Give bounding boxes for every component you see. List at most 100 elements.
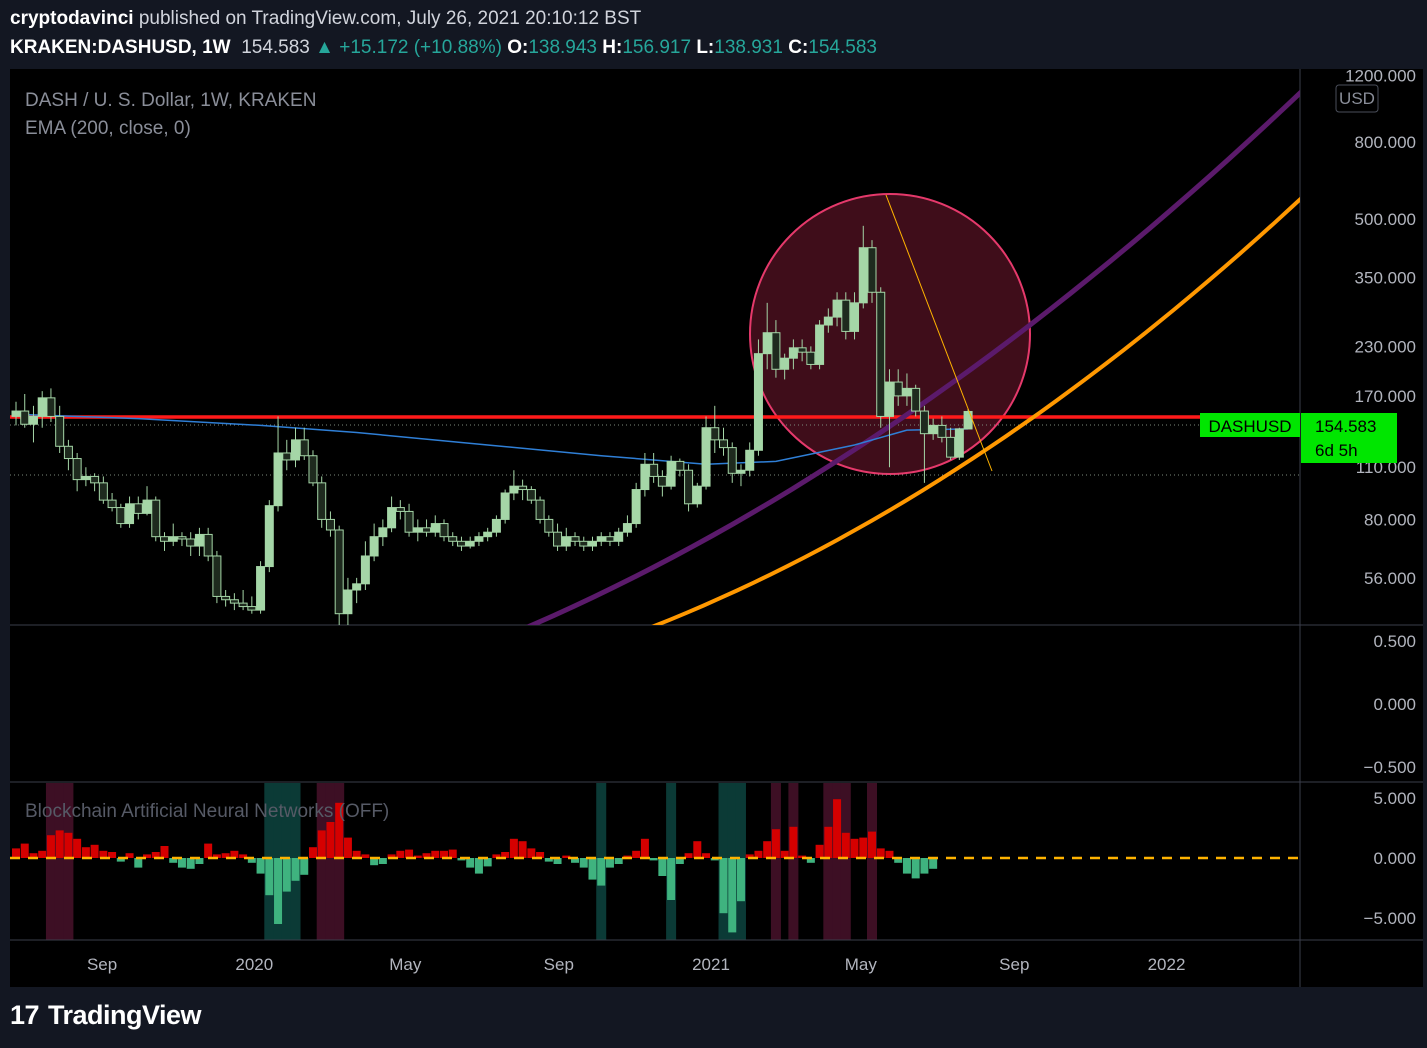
candle <box>806 346 816 370</box>
ema-line <box>15 413 969 466</box>
price-tick: 800.000 <box>1355 133 1416 152</box>
candle <box>963 409 973 430</box>
highlight-circle[interactable] <box>749 193 1031 475</box>
candle <box>649 452 659 483</box>
candle <box>596 532 606 547</box>
candle <box>325 511 335 537</box>
legend-ema[interactable]: EMA (200, close, 0) <box>25 118 191 139</box>
currency-label: USD <box>1339 89 1375 108</box>
candle <box>815 320 825 370</box>
symbol-tag <box>1200 413 1300 437</box>
price-tick: 500.000 <box>1355 210 1416 229</box>
candle <box>893 369 903 406</box>
candle <box>247 596 257 614</box>
histogram-bar <box>274 858 283 924</box>
histogram-bar <box>431 850 440 858</box>
orange-log-curve[interactable] <box>636 191 1308 633</box>
candle <box>448 532 458 547</box>
chart-area[interactable]: 1200.000 800.000 500.000 350.000 230.000 170.… <box>10 67 1423 987</box>
histogram-bar <box>588 858 597 880</box>
candle <box>867 240 877 303</box>
candle <box>771 320 781 378</box>
histogram-tick: 0.000 <box>1373 849 1416 868</box>
candle <box>640 452 650 497</box>
candle <box>622 515 632 537</box>
candle <box>928 418 938 440</box>
legend-title[interactable]: DASH / U. S. Dollar, 1W, KRAKEN <box>25 90 316 111</box>
tradingview-logo[interactable]: 17 TradingView <box>10 1000 202 1030</box>
candle <box>692 482 702 508</box>
candle <box>90 473 100 492</box>
histogram-bar <box>876 848 885 858</box>
candle <box>684 464 694 512</box>
histogram-bar <box>518 841 527 858</box>
high-label: H: <box>602 37 623 58</box>
candle <box>422 519 432 537</box>
purple-log-curve[interactable] <box>514 85 1309 633</box>
histogram-bar <box>448 849 457 858</box>
price-tick: 1200.000 <box>1345 69 1416 86</box>
candle <box>946 427 956 460</box>
close-value: 154.583 <box>808 37 877 58</box>
candle <box>788 339 798 370</box>
price-text: 154.583 <box>241 37 310 58</box>
histogram-bar <box>46 835 55 858</box>
trend-line[interactable] <box>885 194 993 472</box>
open-value: 138.943 <box>528 37 597 58</box>
histogram-bar <box>605 858 614 868</box>
histogram-bar <box>771 829 780 858</box>
histogram-bar <box>553 858 562 864</box>
histogram-bar <box>640 838 649 858</box>
candle <box>177 532 187 547</box>
candle <box>850 292 860 340</box>
candle <box>631 482 641 528</box>
histogram-tick: −5.000 <box>1364 909 1416 928</box>
histogram-bar <box>326 822 335 858</box>
histogram-bar <box>562 855 571 858</box>
candle <box>666 455 676 490</box>
histogram-bar <box>256 858 265 874</box>
histogram-bar <box>649 858 658 861</box>
candle <box>352 577 362 604</box>
published-text: published on TradingView.com, July 26, 2… <box>138 8 642 29</box>
candle <box>37 391 47 428</box>
time-tick: 2020 <box>235 955 273 974</box>
histogram-bar <box>684 853 693 858</box>
candle <box>483 527 493 542</box>
candle <box>911 384 921 417</box>
candle <box>369 523 379 562</box>
time-tick: May <box>845 955 878 974</box>
candle <box>561 527 571 551</box>
histogram-bar <box>204 843 213 858</box>
candle <box>395 500 405 520</box>
histogram-bar <box>728 858 737 933</box>
candle <box>587 536 597 551</box>
histogram-bar <box>308 847 317 858</box>
histogram-bar <box>405 849 414 858</box>
candle <box>186 532 196 556</box>
histogram-bar <box>73 838 82 858</box>
candle <box>107 492 117 512</box>
histogram-bar <box>169 858 178 863</box>
price-tick: 350.000 <box>1355 269 1416 288</box>
author-name[interactable]: cryptodavinci <box>10 8 134 29</box>
signal-band <box>823 783 834 940</box>
candle <box>11 401 21 426</box>
candle <box>570 532 580 547</box>
histogram-bar <box>754 850 763 858</box>
candle <box>526 486 536 504</box>
chart-svg[interactable]: 1200.000 800.000 500.000 350.000 230.000 170.… <box>10 67 1423 987</box>
signal-band <box>325 783 336 940</box>
histogram-bar <box>125 853 134 858</box>
histogram-bar <box>806 858 815 863</box>
histogram-bar <box>300 858 309 875</box>
histogram-bar <box>902 858 911 874</box>
histogram-bar <box>20 843 29 858</box>
low-value: 138.931 <box>714 37 783 58</box>
candle <box>159 532 169 551</box>
currency-button[interactable] <box>1335 84 1379 113</box>
histogram-bar <box>789 826 798 858</box>
histogram-bar <box>291 858 300 881</box>
candle <box>710 405 720 453</box>
legend-bann[interactable]: Blockchain Artificial Neural Networks (O… <box>25 801 389 822</box>
